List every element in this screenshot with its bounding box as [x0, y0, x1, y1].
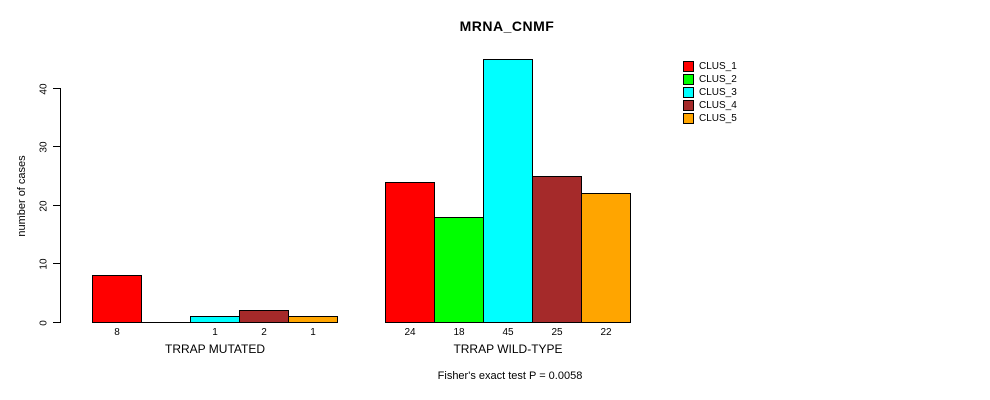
y-axis-tick-label: 30: [38, 140, 50, 153]
group-label: TRRAP MUTATED: [164, 342, 266, 356]
bar-clus_1: [92, 275, 142, 323]
y-axis-tick: [53, 88, 60, 89]
bar-value-label: 24: [404, 327, 416, 338]
caption: Fisher's exact test P = 0.0058: [437, 370, 583, 382]
bar-value-label: 8: [114, 327, 120, 338]
y-axis-tick-label: 20: [38, 199, 50, 212]
bar-value-label: 1: [310, 327, 316, 338]
y-axis-tick-label: 0: [38, 319, 50, 326]
y-axis-tick: [53, 146, 60, 147]
y-axis-tick-label: 40: [38, 82, 50, 95]
bar-value-label: 25: [551, 327, 563, 338]
bar-value-label: 1: [212, 327, 218, 338]
bar-clus_3: [483, 59, 533, 323]
bar-clus_5: [581, 193, 631, 323]
bar-clus_3: [190, 316, 240, 323]
bar-clus_4: [239, 310, 289, 323]
y-axis-tick: [53, 205, 60, 206]
y-axis-tick: [53, 322, 60, 323]
legend-swatch-clus_5: [683, 113, 694, 124]
bar-clus_1: [385, 182, 435, 323]
legend-swatch-clus_3: [683, 87, 694, 98]
legend: CLUS_1 CLUS_2 CLUS_3 CLUS_4 CLUS_5: [683, 60, 737, 125]
legend-swatch-clus_2: [683, 74, 694, 85]
legend-label: CLUS_5: [699, 113, 737, 124]
chart-title: MRNA_CNMF: [459, 18, 555, 34]
legend-label: CLUS_2: [699, 74, 737, 85]
y-axis-line: [60, 88, 61, 323]
group-label: TRRAP WILD-TYPE: [453, 342, 563, 356]
bar-value-label: 45: [502, 327, 514, 338]
legend-row: CLUS_5: [683, 112, 737, 125]
legend-row: CLUS_3: [683, 86, 737, 99]
legend-swatch-clus_1: [683, 61, 694, 72]
bar-clus_5: [288, 316, 338, 323]
y-axis-tick-label: 10: [38, 257, 50, 270]
bar-value-label: 18: [453, 327, 465, 338]
bar-clus_2: [434, 217, 484, 323]
y-axis-tick: [53, 263, 60, 264]
bar-value-label: 22: [600, 327, 612, 338]
bar-value-label: 2: [261, 327, 267, 338]
bar-clus_4: [532, 176, 582, 323]
legend-row: CLUS_4: [683, 99, 737, 112]
bar-clus_2: [141, 322, 191, 323]
legend-row: CLUS_2: [683, 73, 737, 86]
legend-label: CLUS_3: [699, 87, 737, 98]
legend-swatch-clus_4: [683, 100, 694, 111]
legend-label: CLUS_1: [699, 61, 737, 72]
legend-row: CLUS_1: [683, 60, 737, 73]
legend-label: CLUS_4: [699, 100, 737, 111]
